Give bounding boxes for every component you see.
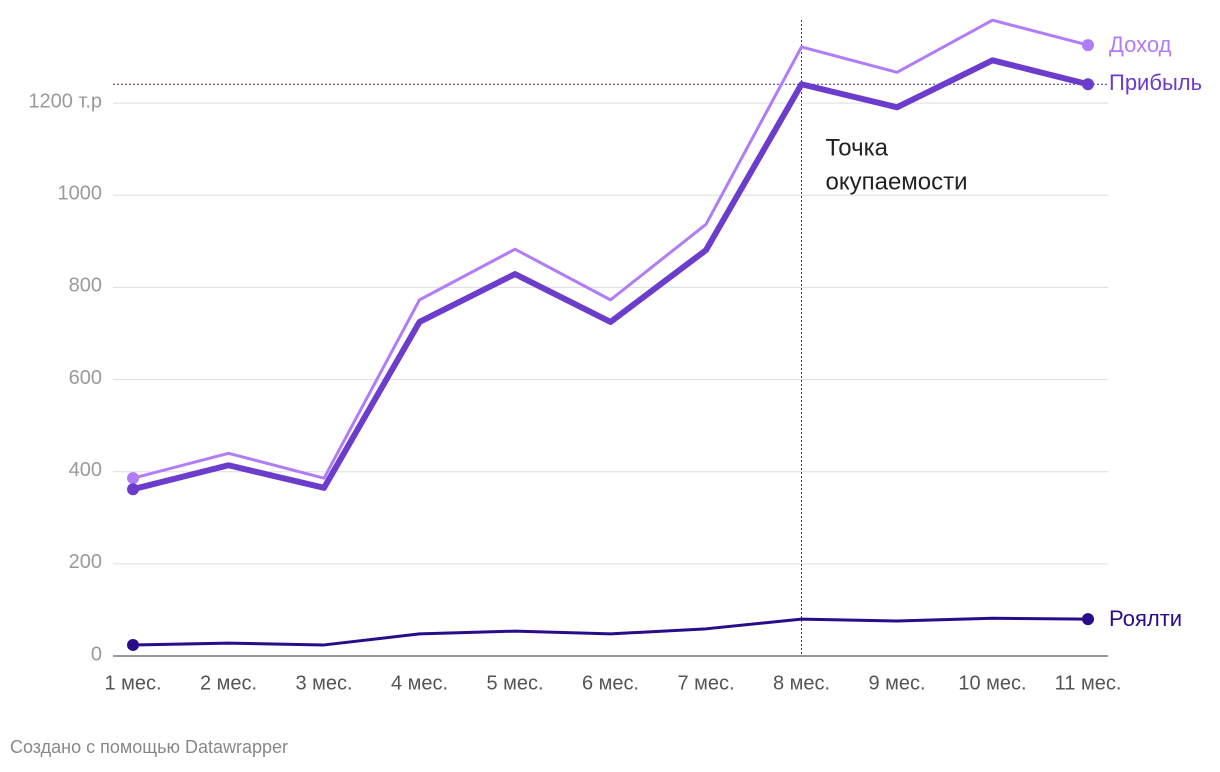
series-label: Прибыль [1109,70,1202,95]
point [127,483,139,496]
series-line [132,616,1089,647]
footer: Создано с помощью Datawrapper [10,737,288,757]
series-label: Доход [1109,32,1172,57]
x-tick-label: 9 мес. [868,672,925,694]
x-tick-label: 11 мес. [1055,672,1122,694]
annotation-text: окупаемости [826,168,968,195]
y-tick-label: 200 [69,551,102,573]
x-tick-label: 6 мес. [582,672,639,694]
x-tick-label: 1 мес. [104,672,161,694]
point [1082,613,1094,626]
y-tick-label: 0 [91,643,102,665]
y-tick-label: 800 [69,275,102,297]
x-tick-label: 10 мес. [958,672,1026,694]
point [127,638,139,651]
point [127,472,139,485]
x-tick-label: 5 мес. [486,672,543,694]
y-tick-label: 400 [69,459,102,481]
series-label: Роялти [1109,606,1182,631]
x-tick-label: 4 мес. [391,672,448,694]
point [1082,78,1094,91]
x-tick-label: 7 мес. [677,672,734,694]
y-tick-label: 600 [69,367,102,389]
y-tick-label: 1000 [58,183,103,205]
x-tick-label: 8 мес. [773,672,830,694]
x-tick-label: 2 мес. [200,672,257,694]
point [1082,39,1094,52]
x-tick-label: 3 мес. [295,672,352,694]
annotation-text: Точка [826,134,889,161]
series-line [132,57,1089,493]
series-line [132,18,1089,480]
y-tick-label: 1200 т.р [28,90,102,112]
